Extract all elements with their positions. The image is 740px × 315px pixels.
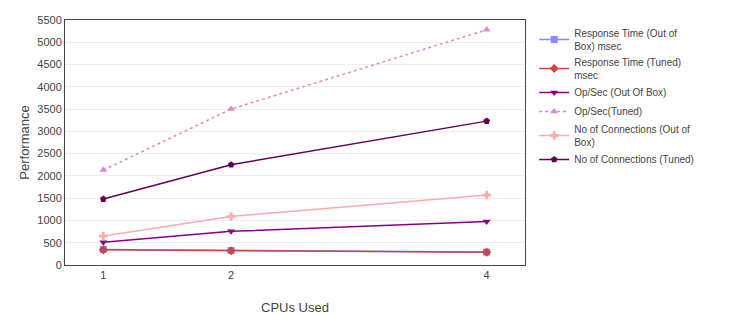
svg-text:Performance: Performance [17,105,32,179]
svg-text:1: 1 [100,269,106,281]
svg-text:4: 4 [484,269,490,281]
svg-text:CPUs Used: CPUs Used [261,300,329,315]
svg-text:5500: 5500 [37,14,61,26]
svg-text:2000: 2000 [37,170,61,182]
svg-text:Response Time (Out ofBox) msec: Response Time (Out ofBox) msec [574,28,677,52]
svg-text:0: 0 [56,259,62,271]
svg-text:No of Connections (Out ofBox): No of Connections (Out ofBox) [574,124,690,148]
svg-text:4500: 4500 [37,58,61,70]
svg-text:2500: 2500 [37,147,61,159]
svg-text:Op/Sec (Out Of Box): Op/Sec (Out Of Box) [574,87,666,98]
svg-text:No of Connections (Tuned): No of Connections (Tuned) [574,154,694,165]
svg-text:Op/Sec(Tuned): Op/Sec(Tuned) [574,106,642,117]
svg-text:3500: 3500 [37,103,61,115]
svg-text:3000: 3000 [37,125,61,137]
svg-text:4000: 4000 [37,81,61,93]
svg-text:1500: 1500 [37,192,61,204]
svg-text:500: 500 [43,237,61,249]
svg-text:1000: 1000 [37,214,61,226]
svg-text:2: 2 [228,269,234,281]
svg-text:Response Time (Tuned)msec: Response Time (Tuned)msec [574,57,681,81]
svg-text:5000: 5000 [37,36,61,48]
